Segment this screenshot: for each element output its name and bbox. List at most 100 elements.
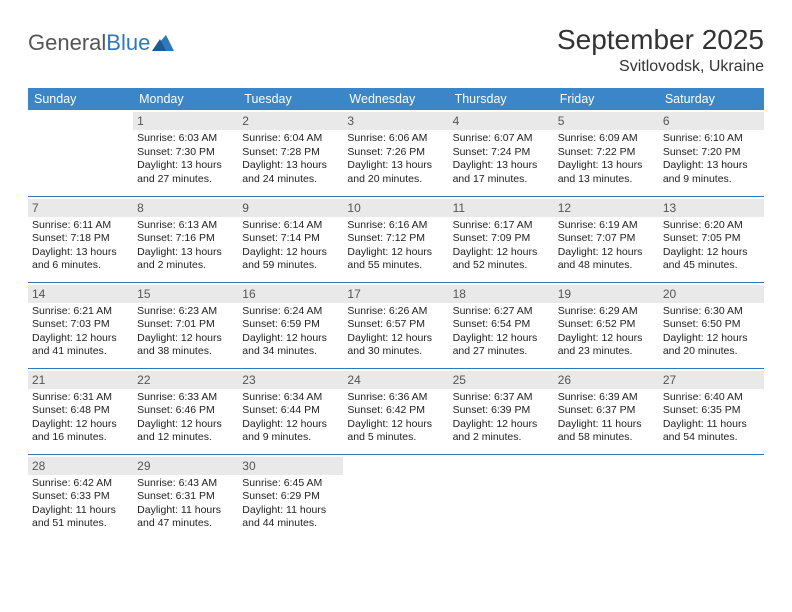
day-details: Sunrise: 6:29 AMSunset: 6:52 PMDaylight:… [558,305,655,360]
day-cell: 18Sunrise: 6:27 AMSunset: 6:54 PMDayligh… [449,282,554,368]
sunrise-text: Sunrise: 6:43 AM [137,477,234,491]
sunset-text: Sunset: 7:07 PM [558,232,655,246]
sunrise-text: Sunrise: 6:07 AM [453,132,550,146]
day-number: 16 [238,285,343,303]
day-details: Sunrise: 6:24 AMSunset: 6:59 PMDaylight:… [242,305,339,360]
sunrise-text: Sunrise: 6:26 AM [347,305,444,319]
sunrise-text: Sunrise: 6:36 AM [347,391,444,405]
day-cell: 3Sunrise: 6:06 AMSunset: 7:26 PMDaylight… [343,110,448,196]
daylight-text: Daylight: 11 hours and 51 minutes. [32,504,129,531]
day-number: 30 [238,457,343,475]
daylight-text: Daylight: 13 hours and 9 minutes. [663,159,760,186]
logo-mark-icon [152,35,174,51]
day-number: 20 [659,285,764,303]
sunrise-text: Sunrise: 6:11 AM [32,219,129,233]
day-cell: 20Sunrise: 6:30 AMSunset: 6:50 PMDayligh… [659,282,764,368]
day-cell: 11Sunrise: 6:17 AMSunset: 7:09 PMDayligh… [449,196,554,282]
sunrise-text: Sunrise: 6:06 AM [347,132,444,146]
day-cell: 5Sunrise: 6:09 AMSunset: 7:22 PMDaylight… [554,110,659,196]
sunset-text: Sunset: 6:57 PM [347,318,444,332]
page-subtitle: Svitlovodsk, Ukraine [557,58,764,76]
daylight-text: Daylight: 12 hours and 41 minutes. [32,332,129,359]
day-details: Sunrise: 6:03 AMSunset: 7:30 PMDaylight:… [137,132,234,187]
weekday-header: Thursday [449,88,554,110]
daylight-text: Daylight: 11 hours and 54 minutes. [663,418,760,445]
day-number: 23 [238,371,343,389]
sunrise-text: Sunrise: 6:29 AM [558,305,655,319]
sunset-text: Sunset: 7:26 PM [347,146,444,160]
sunrise-text: Sunrise: 6:31 AM [32,391,129,405]
day-details: Sunrise: 6:14 AMSunset: 7:14 PMDaylight:… [242,219,339,274]
calendar-body: 1 Sunrise: 6:03 AMSunset: 7:30 PMDaylight… [28,110,764,540]
day-number: 22 [133,371,238,389]
daylight-text: Daylight: 13 hours and 20 minutes. [347,159,444,186]
sunrise-text: Sunrise: 6:23 AM [137,305,234,319]
sunrise-text: Sunrise: 6:45 AM [242,477,339,491]
day-number: 1 [133,112,238,130]
day-cell: 8Sunrise: 6:13 AMSunset: 7:16 PMDaylight… [133,196,238,282]
week-row: 1 Sunrise: 6:03 AMSunset: 7:30 PMDaylight… [28,110,764,196]
sunrise-text: Sunrise: 6:37 AM [453,391,550,405]
day-details: Sunrise: 6:11 AMSunset: 7:18 PMDaylight:… [32,219,129,274]
sunset-text: Sunset: 7:05 PM [663,232,760,246]
day-cell: 19Sunrise: 6:29 AMSunset: 6:52 PMDayligh… [554,282,659,368]
sunrise-text: Sunrise: 6:03 AM [137,132,234,146]
calendar-page: GeneralBlue September 2025 Svitlovodsk, … [0,0,792,540]
day-number: 13 [659,199,764,217]
day-cell: 27Sunrise: 6:40 AMSunset: 6:35 PMDayligh… [659,368,764,454]
sunrise-text: Sunrise: 6:10 AM [663,132,760,146]
daylight-text: Daylight: 13 hours and 17 minutes. [453,159,550,186]
logo-text-2: Blue [106,30,150,56]
day-number: 10 [343,199,448,217]
logo: GeneralBlue [28,24,174,56]
weekday-header: Wednesday [343,88,448,110]
day-details: Sunrise: 6:42 AMSunset: 6:33 PMDaylight:… [32,477,129,532]
day-details: Sunrise: 6:07 AMSunset: 7:24 PMDaylight:… [453,132,550,187]
day-details: Sunrise: 6:26 AMSunset: 6:57 PMDaylight:… [347,305,444,360]
day-number: 9 [238,199,343,217]
daylight-text: Daylight: 13 hours and 13 minutes. [558,159,655,186]
week-row: 21Sunrise: 6:31 AMSunset: 6:48 PMDayligh… [28,368,764,454]
sunrise-text: Sunrise: 6:16 AM [347,219,444,233]
daylight-text: Daylight: 12 hours and 59 minutes. [242,246,339,273]
day-details: Sunrise: 6:19 AMSunset: 7:07 PMDaylight:… [558,219,655,274]
sunset-text: Sunset: 7:16 PM [137,232,234,246]
daylight-text: Daylight: 12 hours and 2 minutes. [453,418,550,445]
daylight-text: Daylight: 12 hours and 20 minutes. [663,332,760,359]
day-cell: 25 Sunrise: 6:37 AMSunset: 6:39 PMDayligh… [449,368,554,454]
day-number: 25 [449,371,554,389]
day-details: Sunrise: 6:13 AMSunset: 7:16 PMDaylight:… [137,219,234,274]
daylight-text: Daylight: 12 hours and 23 minutes. [558,332,655,359]
sunrise-text: Sunrise: 6:42 AM [32,477,129,491]
day-cell: 12Sunrise: 6:19 AMSunset: 7:07 PMDayligh… [554,196,659,282]
day-cell: 28Sunrise: 6:42 AMSunset: 6:33 PMDayligh… [28,454,133,540]
day-number: 14 [28,285,133,303]
weekday-header: Monday [133,88,238,110]
daylight-text: Daylight: 12 hours and 45 minutes. [663,246,760,273]
week-row: 28Sunrise: 6:42 AMSunset: 6:33 PMDayligh… [28,454,764,540]
sunset-text: Sunset: 6:39 PM [453,404,550,418]
sunset-text: Sunset: 7:01 PM [137,318,234,332]
title-block: September 2025 Svitlovodsk, Ukraine [557,24,764,76]
day-number: 2 [238,112,343,130]
sunrise-text: Sunrise: 6:33 AM [137,391,234,405]
weekday-header-row: Sunday Monday Tuesday Wednesday Thursday… [28,88,764,110]
daylight-text: Daylight: 13 hours and 6 minutes. [32,246,129,273]
header: GeneralBlue September 2025 Svitlovodsk, … [28,24,764,76]
day-cell: 6Sunrise: 6:10 AMSunset: 7:20 PMDaylight… [659,110,764,196]
sunrise-text: Sunrise: 6:09 AM [558,132,655,146]
sunrise-text: Sunrise: 6:13 AM [137,219,234,233]
sunrise-text: Sunrise: 6:24 AM [242,305,339,319]
day-cell: 9 Sunrise: 6:14 AMSunset: 7:14 PMDaylight… [238,196,343,282]
day-cell: 13Sunrise: 6:20 AMSunset: 7:05 PMDayligh… [659,196,764,282]
sunrise-text: Sunrise: 6:04 AM [242,132,339,146]
day-cell [28,110,133,196]
weekday-header: Friday [554,88,659,110]
day-details: Sunrise: 6:23 AMSunset: 7:01 PMDaylight:… [137,305,234,360]
calendar-table: Sunday Monday Tuesday Wednesday Thursday… [28,88,764,540]
daylight-text: Daylight: 12 hours and 30 minutes. [347,332,444,359]
sunset-text: Sunset: 6:29 PM [242,490,339,504]
sunrise-text: Sunrise: 6:39 AM [558,391,655,405]
day-cell: 16 Sunrise: 6:24 AMSunset: 6:59 PMDayligh… [238,282,343,368]
day-number: 5 [554,112,659,130]
